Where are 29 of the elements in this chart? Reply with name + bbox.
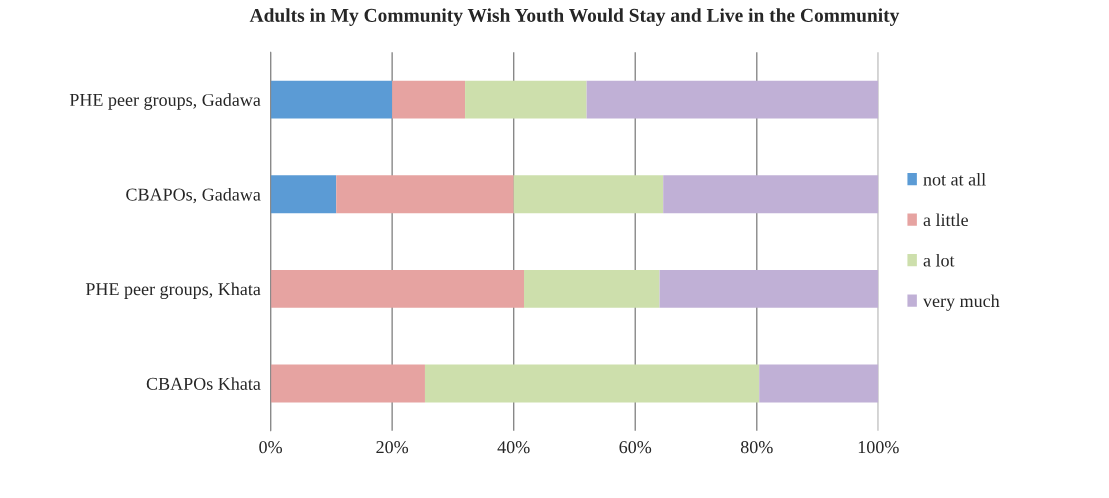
x-tick-label: 60%	[619, 441, 652, 454]
bar	[336, 175, 514, 214]
bar	[270, 269, 525, 308]
y-tick-label: PHE peer groups, Gadawa	[69, 93, 261, 110]
bar	[759, 364, 879, 403]
x-tick-label: 100%	[858, 441, 899, 454]
bar	[270, 80, 393, 119]
bar	[424, 364, 760, 403]
bar	[513, 175, 664, 214]
legend-label: a lot	[923, 253, 955, 267]
bar	[586, 80, 879, 119]
bar	[392, 80, 466, 119]
bar	[659, 269, 879, 308]
legend-label: not at all	[923, 172, 986, 186]
x-tick-label: 0%	[259, 441, 283, 454]
bar	[663, 175, 879, 214]
bar	[270, 175, 337, 214]
legend-label: a little	[923, 213, 968, 227]
bar	[524, 269, 660, 308]
y-tick-label: CBAPOs, Gadawa	[126, 187, 261, 204]
x-tick-label: 80%	[740, 441, 773, 454]
bar	[270, 364, 425, 403]
chart-title: Adults in My Community Wish Youth Would Stay and Live in the Community	[249, 8, 900, 26]
y-tick-label: CBAPOs Khata	[146, 377, 261, 390]
bar	[465, 80, 587, 119]
x-tick-label: 40%	[497, 441, 530, 454]
x-tick-label: 20%	[376, 441, 409, 454]
y-tick-label: PHE peer groups, Khata	[85, 282, 261, 299]
legend-label: very much	[922, 294, 1000, 311]
